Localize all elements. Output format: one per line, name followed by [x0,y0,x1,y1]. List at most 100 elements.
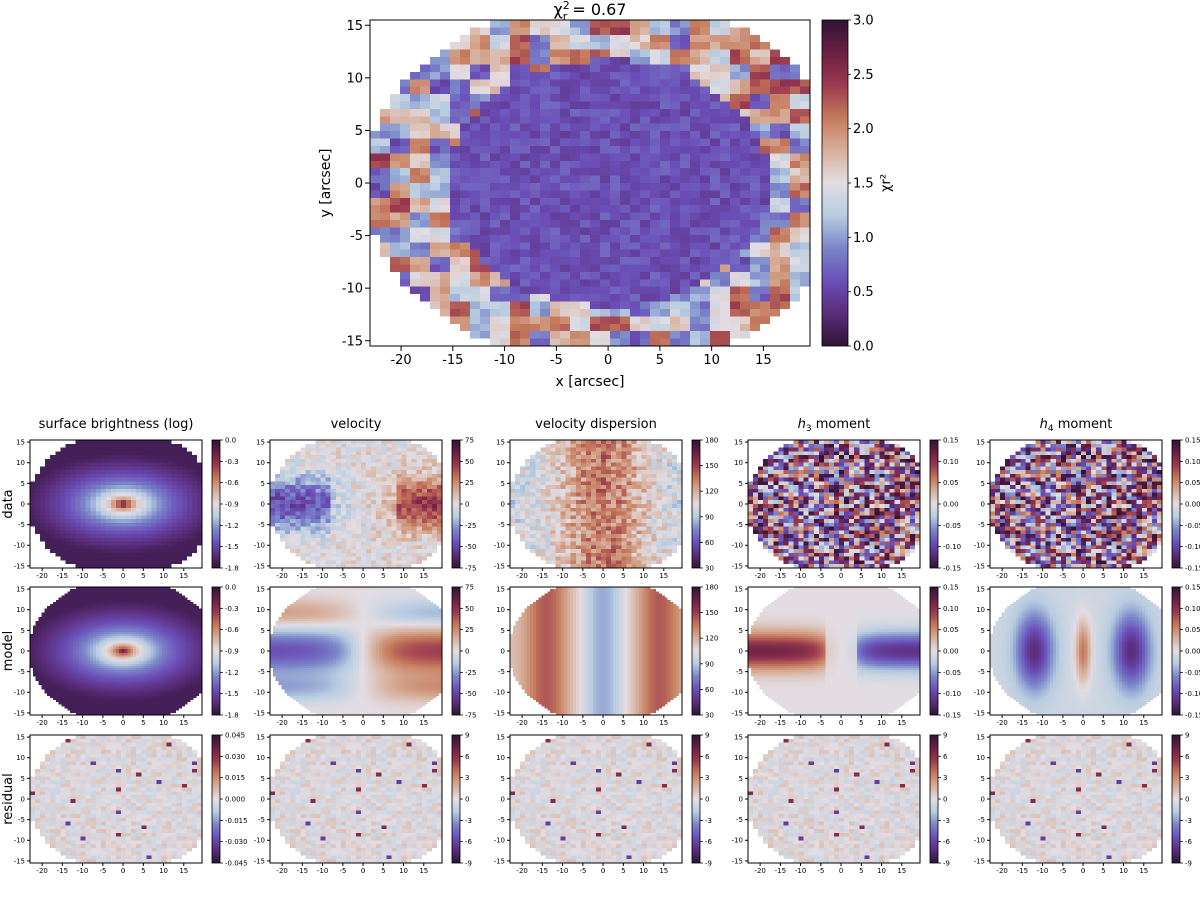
panel-ytick-label: 0 [981,795,985,803]
panel-colorbar-tick-label: -0.10 [1185,690,1200,698]
panel-colorbar-tick-label: 0.05 [943,626,959,634]
panel-ytick-label: -5 [258,668,265,676]
panel-ytick-label: -15 [14,709,25,717]
panel-colorbar [691,586,701,716]
panel-colorbar-tick-label: 6 [705,753,710,761]
panel-ytick-label: 15 [976,734,985,742]
panel-xtick-label: -5 [1059,867,1066,875]
panel-xtick-label: 0 [361,572,365,580]
panel-colorbar [691,439,701,569]
chi2-title: χ2 r = 0.67 [554,0,627,23]
panel-ytick-label: 0 [981,647,985,655]
panel-xtick-label: -5 [99,572,106,580]
panel-colorbar-tick-label: 9 [705,731,709,739]
panel-colorbar [211,586,221,716]
panel-ytick-label: -10 [974,542,985,550]
panel-xtick-label: 5 [141,719,145,727]
panel-map-image [510,440,682,568]
panel-colorbar-tick-label: 0.05 [1185,626,1200,634]
panel-xtick-label: 15 [659,572,668,580]
panel-ytick-label: 0 [21,647,25,655]
panel-colorbar [1171,734,1181,864]
column-title-text: velocity dispersion [535,417,657,432]
panel-ytick-label: 0 [501,647,505,655]
panel-ytick-label: 5 [501,627,505,635]
panel-map-image [990,440,1162,568]
panel-xtick-label: 5 [1101,867,1105,875]
panel-ytick-label: 15 [734,586,743,594]
panel-colorbar-tick-label: 0.00 [1185,647,1200,655]
panel-ytick-label: -5 [978,816,985,824]
panel-colorbar-tick-label: 150 [705,462,718,470]
panel-xtick-label: 0 [121,867,125,875]
panel-ytick-label: -15 [974,857,985,865]
panel-colorbar-tick-label: 0.15 [1185,436,1200,444]
panel-colorbar-tick-label: 9 [1185,731,1189,739]
panel-colorbar-tick-label: -1.8 [225,711,239,719]
panel-xtick-label: 10 [877,867,886,875]
chi2-xtick-label: 5 [656,353,664,368]
column-title-symbol: h [798,417,806,432]
chi2-ylabel: y [arcsec] [318,149,334,218]
panel-xtick-label: 5 [141,572,145,580]
chi2-ytick-label: -5 [350,229,363,244]
panel-colorbar-tick-label: 9 [943,731,947,739]
panel-colorbar-tick-label: 180 [705,583,718,591]
panel-model-0: -20 -15 -10 -5 0 5 10 15 -15 -10 -5 0 5 10 15 0.0 -0.3 -0… [14,583,240,727]
panel-colorbar-tick-label: -9 [1185,859,1192,867]
panel-ytick-label: 5 [21,775,25,783]
panel-xtick-label: -10 [557,867,568,875]
panel-xtick-label: -5 [817,572,824,580]
chi2-main-panel: -20 -15 -10 -5 0 5 10 15 -15 -10 -5 0 5 10 15 χ2 r = 0.6… [318,0,894,390]
panel-ytick-label: 10 [496,754,505,762]
panel-ytick-label: 15 [976,586,985,594]
panel-xtick-label: 5 [859,867,863,875]
panel-colorbar-tick-label: -0.045 [225,859,248,867]
panel-ytick-label: 0 [261,500,265,508]
panel-colorbar-tick-label: -50 [465,690,476,698]
panel-xtick-label: -5 [339,867,346,875]
panel-ytick-label: 0 [501,795,505,803]
row-label: residual [1,773,16,825]
column-title-text: velocity [331,417,382,432]
panel-ytick-label: -15 [732,857,743,865]
panel-map-image [510,587,682,715]
panel-colorbar-tick-label: 6 [943,753,948,761]
panel-xtick-label: 0 [121,572,125,580]
panel-ytick-label: 10 [734,459,743,467]
panel-ytick-label: 0 [739,795,743,803]
panel-ytick-label: 10 [496,459,505,467]
panel-ytick-label: 5 [739,627,743,635]
panel-colorbar-tick-label: -9 [465,859,472,867]
panel-xtick-label: 0 [839,572,843,580]
panel-xtick-label: -10 [557,719,568,727]
panel-colorbar-tick-label: 0.00 [943,647,959,655]
panel-ytick-label: 5 [501,775,505,783]
chi2-colorbar-label: χr² [879,174,894,192]
panel-xtick-label: -15 [297,572,308,580]
panel-colorbar-tick-label: 9 [465,731,469,739]
panel-ytick-label: -5 [736,816,743,824]
panel-ytick-label: -5 [978,668,985,676]
chi2-xtick-label: 15 [755,353,772,368]
panel-xtick-label: 5 [1101,572,1105,580]
panel-colorbar-tick-label: 60 [705,539,714,547]
panel-map-image [510,735,682,863]
panel-colorbar-tick-label: -6 [465,838,473,846]
panel-xtick-label: -10 [795,572,806,580]
panel-colorbar-tick-label: -0.15 [943,564,961,572]
chi2-colorbar-tick-label: 2.0 [853,122,874,137]
panel-ytick-label: -5 [18,668,25,676]
panel-xtick-label: 0 [1081,867,1085,875]
panel-data-2: -20 -15 -10 -5 0 5 10 15 -15 -10 -5 0 5 10 15 180 150 120… [494,436,719,580]
chi2-ytick-label: 0 [355,177,363,192]
column-title-symbol: h [1040,417,1048,432]
panel-ytick-label: -15 [254,562,265,570]
column-title-subscript: 4 [1048,424,1054,434]
panel-ytick-label: 0 [739,647,743,655]
panel-ytick-label: -5 [258,521,265,529]
panel-xtick-label: -10 [795,867,806,875]
panel-colorbar-tick-label: -0.15 [943,711,961,719]
panel-xtick-label: 15 [179,867,188,875]
panel-xtick-label: -20 [754,867,765,875]
